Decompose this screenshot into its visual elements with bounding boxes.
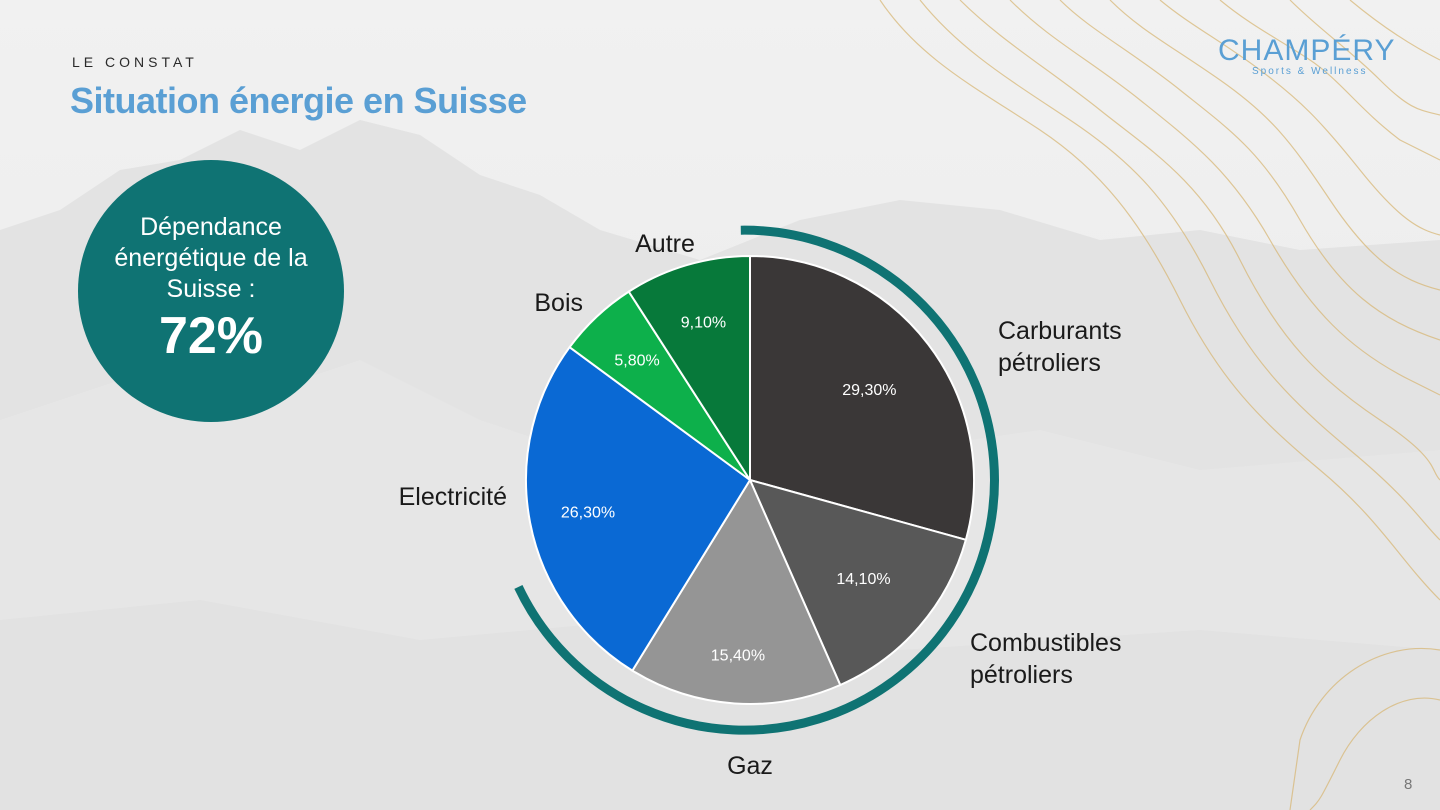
page-title: Situation énergie en Suisse — [70, 80, 527, 121]
champery-logo: CHAMPÉRY Sports & Wellness — [1212, 30, 1412, 86]
badge-text: Dépendance énergétique de la Suisse : — [114, 212, 308, 303]
pie-value-label-electricite: 26,30% — [561, 504, 615, 521]
pie-value-label-autre: 9,10% — [681, 315, 726, 332]
pie-category-label-combustibles-petroliers: Combustibles pétroliers — [970, 629, 1121, 689]
pie-slice-electricite — [525, 345, 752, 672]
pie-slice-combustibles-petroliers — [748, 478, 968, 687]
logo-tagline: Sports & Wellness — [1252, 66, 1368, 77]
pie-category-label-gaz: Gaz — [727, 752, 773, 780]
pie-category-label-carburants-petroliers: Carburants pétroliers — [998, 317, 1122, 377]
topographic-contour-lines — [879, 0, 1440, 810]
logo-wordmark: CHAMPÉRY — [1218, 34, 1396, 67]
pie-slice-carburants-petroliers — [749, 254, 975, 542]
pie-slice-gaz — [630, 477, 842, 705]
badge-value: 72% — [158, 306, 264, 365]
pie-category-label-bois: Bois — [534, 289, 583, 317]
pie-value-label-gaz: 15,40% — [711, 648, 765, 665]
pie-category-label-electricite: Electricité — [399, 483, 507, 511]
section-eyebrow: LE CONSTAT — [72, 54, 198, 70]
pie-category-label-autre: Autre — [635, 230, 695, 258]
page-number: 8 — [1404, 776, 1413, 793]
pie-accent-arc — [514, 225, 999, 735]
dependency-badge: Dépendance énergétique de la Suisse : 72… — [78, 160, 344, 422]
valley-floor — [0, 600, 1440, 810]
pie-value-label-carburants-petroliers: 29,30% — [842, 382, 896, 399]
pie-value-label-combustibles-petroliers: 14,10% — [836, 571, 890, 588]
pie-slice-autre — [627, 254, 751, 484]
pie-value-label-bois: 5,80% — [614, 353, 659, 370]
